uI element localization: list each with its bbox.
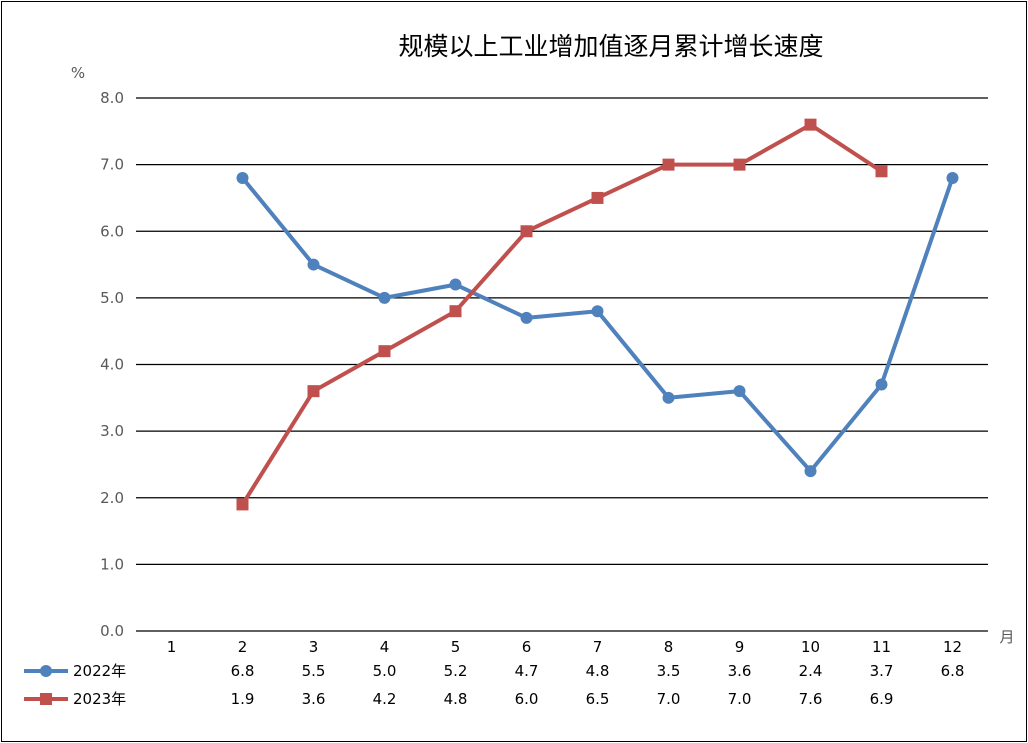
- x-tick-label: 8: [664, 638, 674, 656]
- y-tick-label: 7.0: [100, 156, 124, 174]
- x-tick-label: 4: [380, 638, 390, 656]
- data-table-value: 3.7: [870, 662, 894, 680]
- data-point: [236, 171, 249, 184]
- data-point: [307, 385, 320, 398]
- data-point: [875, 165, 888, 178]
- y-axis-ticks: 0.0 1.0 2.0 3.0 4.0 5.0 6.0 7.0 8.0: [100, 89, 124, 640]
- legend-key-marker: [40, 693, 52, 705]
- data-point: [591, 305, 604, 318]
- x-tick-label: 10: [801, 638, 820, 656]
- x-tick-label: 7: [593, 638, 603, 656]
- data-point: [662, 391, 675, 404]
- data-table-value: 5.5: [302, 662, 326, 680]
- x-tick-label: 11: [872, 638, 891, 656]
- data-table-value: 4.7: [515, 662, 539, 680]
- y-tick-label: 6.0: [100, 222, 124, 240]
- x-tick-label: 2: [238, 638, 248, 656]
- data-point: [662, 158, 675, 171]
- data-point: [875, 378, 888, 391]
- series-line-1: [240, 122, 883, 506]
- x-tick-label: 3: [309, 638, 319, 656]
- data-table-value: 4.8: [586, 662, 610, 680]
- data-point: [804, 465, 817, 478]
- data-table-value: 7.0: [657, 690, 681, 708]
- legend-series-name: 2023年: [73, 690, 126, 708]
- data-point: [804, 118, 817, 131]
- data-table: 2022年 6.8 5.5 5.0 5.2 4.7 4.8 3.5 3.6 2.4 3.7 6.8 20…: [24, 662, 964, 708]
- data-table-value: 1.9: [231, 690, 255, 708]
- chart-title: 规模以上工业增加值逐月累计增长速度: [398, 32, 823, 61]
- data-table-value: 6.5: [586, 690, 610, 708]
- y-tick-label: 0.0: [100, 622, 124, 640]
- data-table-value: 7.6: [799, 690, 823, 708]
- data-point: [733, 158, 746, 171]
- data-table-value: 4.2: [373, 690, 397, 708]
- y-tick-label: 4.0: [100, 356, 124, 374]
- legend-series-name: 2022年: [73, 662, 126, 680]
- data-point: [449, 278, 462, 291]
- x-tick-label: 9: [735, 638, 745, 656]
- y-tick-label: 5.0: [100, 289, 124, 307]
- y-tick-label: 3.0: [100, 422, 124, 440]
- data-point: [520, 225, 533, 238]
- data-table-value: 6.9: [870, 690, 894, 708]
- x-tick-label: 1: [167, 638, 177, 656]
- x-tick-label: 12: [943, 638, 962, 656]
- legend-key-marker: [40, 665, 52, 677]
- data-table-value: 7.0: [728, 690, 752, 708]
- y-tick-label: 2.0: [100, 489, 124, 507]
- data-point: [733, 385, 746, 398]
- data-table-value: 6.0: [515, 690, 539, 708]
- series-lines: [236, 118, 959, 511]
- data-table-value: 6.8: [231, 662, 255, 680]
- x-tick-label: 6: [522, 638, 532, 656]
- data-table-value: 3.6: [302, 690, 326, 708]
- data-table-value: 6.8: [941, 662, 965, 680]
- data-point: [449, 305, 462, 318]
- x-axis-unit-label: 月: [999, 628, 1014, 646]
- data-point: [307, 258, 320, 271]
- data-table-value: 5.0: [373, 662, 397, 680]
- y-tick-label: 8.0: [100, 89, 124, 107]
- gridlines: [136, 97, 988, 632]
- data-table-value: 2.4: [799, 662, 823, 680]
- data-point: [378, 345, 391, 358]
- data-point: [236, 498, 249, 511]
- y-axis-unit-label: %: [71, 64, 85, 82]
- x-tick-label: 5: [451, 638, 461, 656]
- data-table-value: 3.6: [728, 662, 752, 680]
- y-tick-label: 1.0: [100, 555, 124, 573]
- x-axis-ticks: 1 2 3 4 5 6 7 8 9 10 11 12: [167, 638, 962, 656]
- data-table-value: 4.8: [444, 690, 468, 708]
- data-table-value: 5.2: [444, 662, 468, 680]
- data-point: [378, 291, 391, 304]
- series-line-0: [240, 176, 955, 474]
- data-point: [520, 311, 533, 324]
- data-table-value: 3.5: [657, 662, 681, 680]
- data-point: [946, 171, 959, 184]
- data-point: [591, 191, 604, 204]
